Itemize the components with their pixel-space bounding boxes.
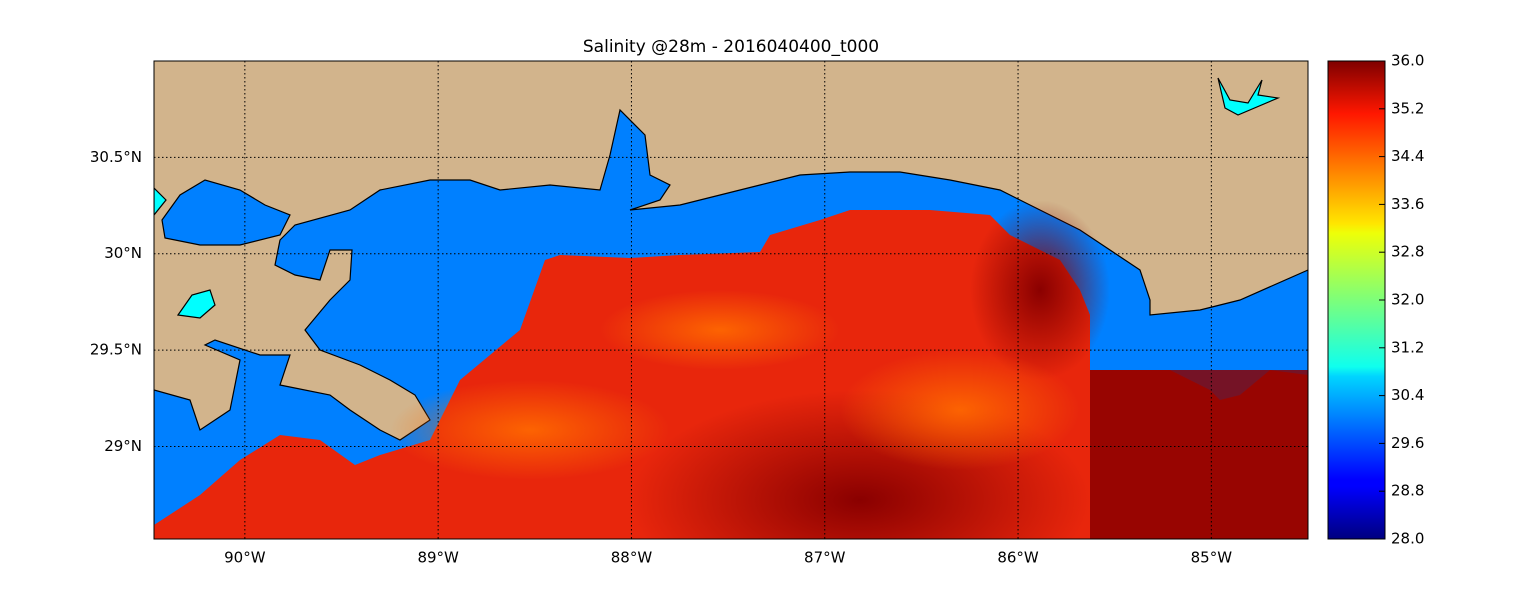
colorbar-tick-label: 36.0 xyxy=(1391,52,1424,70)
salinity-shade xyxy=(600,290,840,370)
salinity-shade xyxy=(840,350,1080,470)
colorbar-tick-label: 33.6 xyxy=(1391,195,1424,213)
colorbar-tick-label: 28.0 xyxy=(1391,530,1424,548)
y-tick-label: 30.5°N xyxy=(90,148,142,166)
salinity-shade xyxy=(1090,370,1308,539)
lake xyxy=(154,187,167,216)
x-tick-label: 85°W xyxy=(1191,549,1233,567)
colorbar-tick-label: 35.2 xyxy=(1391,99,1424,117)
y-tick-label: 30°N xyxy=(104,244,142,262)
lake xyxy=(161,179,291,246)
colorbar-tick-label: 30.4 xyxy=(1391,386,1424,404)
plot-frame xyxy=(153,60,1309,540)
salinity-shade xyxy=(390,380,670,480)
y-tick-label: 29°N xyxy=(104,437,142,455)
x-tick-label: 86°W xyxy=(997,549,1039,567)
map-title: Salinity @28m - 2016040400_t000 xyxy=(583,37,879,57)
x-tick-label: 87°W xyxy=(804,549,846,567)
colorbar-tick-label: 32.8 xyxy=(1391,243,1424,261)
colorbar-tick-label: 34.4 xyxy=(1391,147,1424,165)
colorbar-tick-label: 29.6 xyxy=(1391,434,1424,452)
x-tick-label: 90°W xyxy=(224,549,266,567)
colorbar-tick-label: 32.0 xyxy=(1391,291,1424,309)
x-tick-label: 88°W xyxy=(611,549,653,567)
lake xyxy=(1217,77,1281,116)
salinity-shade xyxy=(970,200,1110,380)
colorbar-tick-label: 28.8 xyxy=(1391,482,1424,500)
lake xyxy=(176,289,216,319)
colorbar xyxy=(1327,60,1386,540)
colorbar-tick-label: 31.2 xyxy=(1391,338,1424,356)
y-tick-label: 29.5°N xyxy=(90,341,142,359)
map-area xyxy=(154,61,1308,539)
x-tick-label: 89°W xyxy=(417,549,459,567)
